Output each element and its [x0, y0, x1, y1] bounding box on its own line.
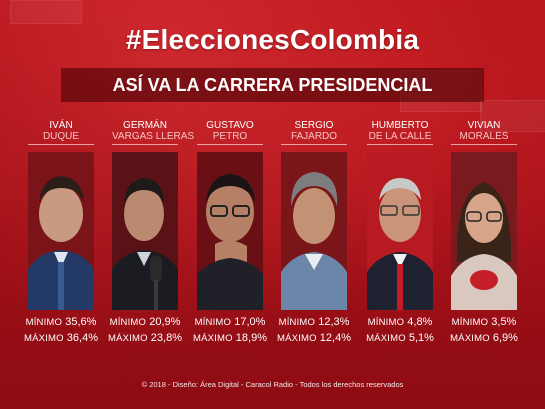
maximum-percentage: MÁXIMO 23,8% — [108, 332, 182, 344]
candidate-photo — [451, 152, 517, 310]
divider — [451, 144, 517, 145]
copyright-footer: © 2018 - Diseño: Área Digital - Caracol … — [141, 380, 404, 389]
candidate-last-name: PETRO — [212, 131, 248, 142]
background-tile — [480, 100, 545, 132]
candidate-last-name: DE LA CALLE — [368, 131, 432, 142]
background-tile — [10, 0, 82, 24]
candidate-photo — [281, 152, 347, 310]
divider — [367, 144, 433, 145]
candidate-last-name: DUQUE — [42, 131, 80, 142]
maximum-percentage: MÁXIMO 6,9% — [450, 332, 518, 344]
candidate-last-name: VARGAS LLERAS — [112, 131, 195, 142]
subtitle-bar: ASÍ VA LA CARRERA PRESIDENCIAL — [61, 68, 484, 102]
candidate-last-name: FAJARDO — [290, 131, 338, 142]
candidate-first-name: IVÁN — [49, 120, 73, 131]
candidate-photo — [112, 152, 178, 310]
maximum-percentage: MÁXIMO 5,1% — [366, 332, 434, 344]
candidate-photo — [28, 152, 94, 310]
maximum-percentage: MÁXIMO 36,4% — [24, 332, 98, 344]
minimum-percentage: MÍNIMO 3,5% — [451, 316, 517, 328]
minimum-percentage: MÍNIMO 35,6% — [25, 316, 97, 328]
candidate-first-name: HUMBERTO — [371, 120, 429, 131]
maximum-percentage: MÁXIMO 12,4% — [277, 332, 351, 344]
minimum-percentage: MÍNIMO 4,8% — [367, 316, 433, 328]
minimum-percentage: MÍNIMO 17,0% — [194, 316, 266, 328]
minimum-percentage: MÍNIMO 20,9% — [109, 316, 181, 328]
candidate-last-name: MORALES — [459, 131, 509, 142]
maximum-percentage: MÁXIMO 18,9% — [193, 332, 267, 344]
hashtag-title: #EleccionesColombia — [125, 24, 420, 55]
candidate-photo — [367, 152, 433, 310]
divider — [112, 144, 178, 145]
divider — [281, 144, 347, 145]
candidate-first-name: GUSTAVO — [206, 120, 254, 131]
candidate-first-name: VIVIAN — [467, 120, 501, 131]
candidate-photo — [197, 152, 263, 310]
minimum-percentage: MÍNIMO 12,3% — [278, 316, 350, 328]
subtitle: ASÍ VA LA CARRERA PRESIDENCIAL — [112, 75, 433, 95]
divider — [197, 144, 263, 145]
candidate-first-name: SERGIO — [294, 120, 334, 131]
divider — [28, 144, 94, 145]
candidate-first-name: GERMÁN — [123, 120, 167, 131]
